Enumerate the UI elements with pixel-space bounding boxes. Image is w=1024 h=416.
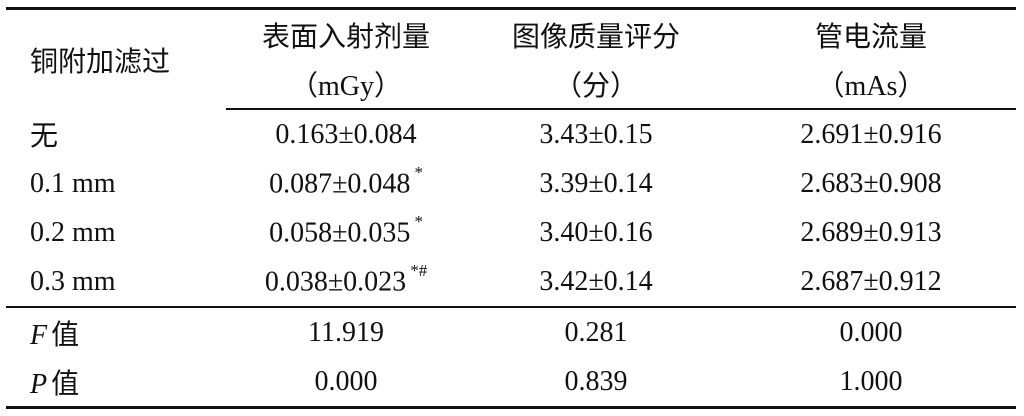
cell: 2.691±0.916	[726, 109, 1016, 159]
cell: 2.689±0.913	[726, 208, 1016, 257]
cell: 1.000	[726, 357, 1016, 409]
significance-mark: *	[414, 211, 423, 231]
header-label: 管电流量	[814, 21, 927, 53]
cell-text: 0.038±0.023	[264, 266, 407, 298]
cell: 0.000	[726, 307, 1016, 357]
table-body: 铜附加滤过 表面入射剂量 图像质量评分 管电流量 （mGy） （分） （mAs） 无 0.163…	[6, 7, 1016, 409]
cell: 无	[6, 109, 226, 159]
cell: 3.39±0.14	[466, 159, 726, 208]
italic-symbol: P	[30, 368, 48, 400]
cell: 0.281	[466, 307, 726, 357]
cell: 0.087±0.048 *	[226, 159, 466, 208]
stat-row: F 值 11.919 0.281 0.000	[6, 307, 1016, 357]
cell-text: 0.2 mm	[30, 216, 116, 248]
cell-text: 0.000	[839, 316, 903, 348]
cell: 0.038±0.023 *#	[226, 257, 466, 308]
header-cell: 管电流量	[726, 7, 1016, 59]
significance-mark: *#	[410, 260, 428, 280]
cell-text: 值	[51, 368, 80, 400]
data-row: 0.2 mm 0.058±0.035 * 3.40±0.16 2.689±0.913	[6, 208, 1016, 257]
cell-text: 0.1 mm	[30, 167, 116, 199]
header-row: 铜附加滤过 表面入射剂量 图像质量评分 管电流量	[6, 7, 1016, 109]
cell-text: 2.683±0.908	[800, 167, 942, 199]
cell-text: 3.43±0.15	[539, 118, 653, 150]
cell-text: 0.058±0.035	[269, 217, 411, 249]
cell: 0.1 mm	[6, 159, 226, 208]
header-cell: 图像质量评分	[466, 7, 726, 59]
cell-text: 无	[30, 121, 59, 152]
cell: 0.000	[226, 357, 466, 409]
header-unit-cell: （mGy）	[226, 59, 466, 110]
cell: 0.2 mm	[6, 208, 226, 257]
stat-row: P 值 0.000 0.839 1.000	[6, 357, 1016, 409]
header-cell: 表面入射剂量	[226, 7, 466, 59]
cell: 11.919	[226, 307, 466, 357]
cell-text: 2.687±0.912	[800, 265, 942, 297]
cell-text: 2.691±0.916	[800, 118, 942, 150]
data-table: 铜附加滤过 表面入射剂量 图像质量评分 管电流量 （mGy） （分） （mAs） 无 0.163…	[6, 7, 1016, 409]
header-label: 表面入射剂量	[261, 21, 430, 53]
header-unit: （mAs）	[816, 70, 926, 102]
cell: 0.163±0.084	[226, 109, 466, 159]
cell-text: 1.000	[839, 365, 903, 397]
data-row: 0.3 mm 0.038±0.023 *# 3.42±0.14 2.687±0.912	[6, 257, 1016, 308]
cell: 3.42±0.14	[466, 257, 726, 308]
header-row: （mGy） （分） （mAs）	[6, 59, 1016, 110]
header-unit-cell: （mAs）	[726, 59, 1016, 110]
cell-text: 11.919	[308, 316, 384, 348]
cell-text: 3.39±0.14	[539, 167, 653, 199]
header-cell: 铜附加滤过	[6, 7, 226, 109]
data-row: 无 0.163±0.084 3.43±0.15 2.691±0.916	[6, 109, 1016, 159]
significance-mark: *	[414, 162, 423, 182]
cell-text: 0.839	[564, 365, 628, 397]
cell: 0.839	[466, 357, 726, 409]
cell-text: 2.689±0.913	[800, 216, 942, 248]
header-unit: （分）	[553, 70, 638, 102]
cell: 3.40±0.16	[466, 208, 726, 257]
cell: 0.058±0.035 *	[226, 208, 466, 257]
cell-text: 值	[51, 319, 80, 351]
cell-text: 0.000	[314, 365, 378, 397]
cell-text: 0.087±0.048	[269, 168, 411, 200]
cell: 2.683±0.908	[726, 159, 1016, 208]
cell-text: 0.3 mm	[30, 265, 116, 297]
header-unit: （mGy）	[289, 70, 402, 102]
cell-text: 3.42±0.14	[539, 265, 653, 297]
italic-symbol: F	[30, 319, 48, 351]
cell-text: 3.40±0.16	[539, 216, 653, 248]
header-label: 图像质量评分	[511, 21, 680, 53]
cell-text: 0.281	[564, 316, 628, 348]
header-unit-cell: （分）	[466, 59, 726, 110]
cell: 0.3 mm	[6, 257, 226, 308]
header-label: 铜附加滤过	[30, 46, 171, 78]
cell-text: 0.163±0.084	[275, 118, 417, 150]
cell: 2.687±0.912	[726, 257, 1016, 308]
cell: 3.43±0.15	[466, 109, 726, 159]
data-row: 0.1 mm 0.087±0.048 * 3.39±0.14 2.683±0.908	[6, 159, 1016, 208]
